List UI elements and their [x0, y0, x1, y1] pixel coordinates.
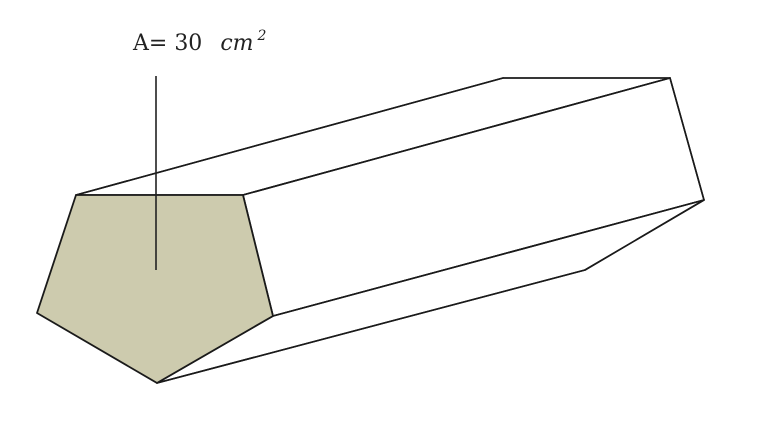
prism-edge-top-left	[75, 77, 504, 196]
prism-edge-right	[272, 199, 705, 317]
pentagon-base-face	[36, 194, 274, 384]
prism-edge-bottom	[156, 269, 586, 384]
area-label: A= 30 cm 2	[132, 28, 267, 56]
area-label-exponent: 2	[257, 28, 267, 44]
prism-back-face-edges	[502, 77, 705, 271]
area-label-unit: cm	[220, 31, 253, 56]
area-label-value: A= 30	[132, 31, 202, 56]
prism-edge-top-right	[242, 77, 671, 196]
